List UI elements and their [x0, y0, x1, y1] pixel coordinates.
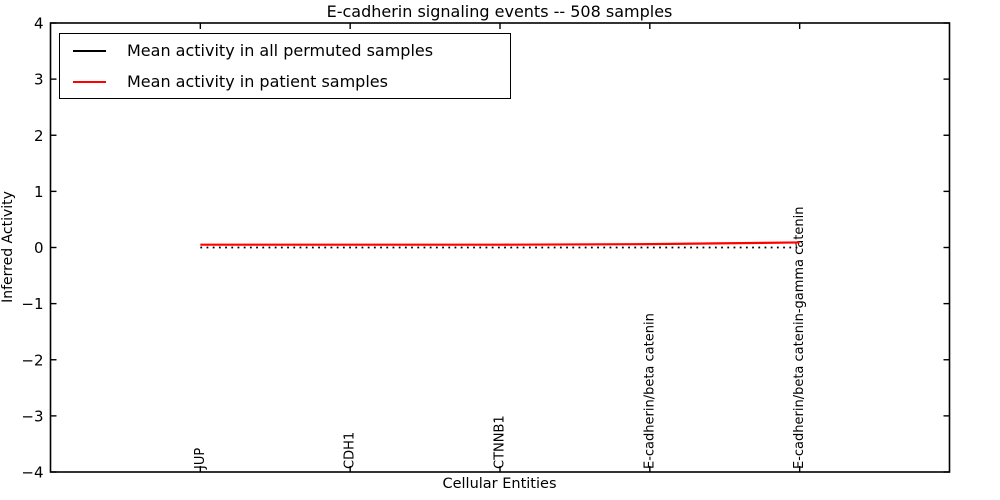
y-tick-label: 1 — [34, 183, 44, 201]
legend-item-permuted: Mean activity in all permuted samples — [60, 35, 510, 66]
x-tick-label: E-cadherin/beta catenin — [642, 313, 657, 469]
x-axis-label: Cellular Entities — [442, 476, 557, 492]
y-tick-label: −4 — [21, 464, 43, 482]
legend-line-sample-patient — [73, 80, 106, 83]
y-tick-label: 4 — [34, 15, 44, 33]
legend-item-patient: Mean activity in patient samples — [60, 66, 510, 97]
x-tick-label: E-cadherin/beta catenin-gamma catenin — [792, 207, 807, 469]
y-tick-label: −1 — [21, 295, 43, 313]
chart-title: E-cadherin signaling events -- 508 sampl… — [326, 2, 673, 21]
legend-label-permuted: Mean activity in all permuted samples — [127, 41, 434, 60]
legend: Mean activity in all permuted samples Me… — [59, 33, 511, 99]
series-line-patient — [200, 241, 800, 246]
legend-label-patient: Mean activity in patient samples — [127, 72, 388, 91]
x-tick-label: JUP — [193, 448, 208, 470]
y-tick-label: 3 — [34, 71, 44, 89]
y-tick-label: 2 — [34, 127, 44, 145]
x-tick-label: CDH1 — [343, 432, 358, 469]
y-tick-label: −3 — [21, 407, 43, 425]
legend-line-sample-permuted — [73, 49, 106, 52]
y-tick-label: −2 — [21, 351, 43, 369]
y-tick-label: 0 — [34, 239, 44, 257]
x-tick-label: CTNNB1 — [493, 415, 508, 469]
